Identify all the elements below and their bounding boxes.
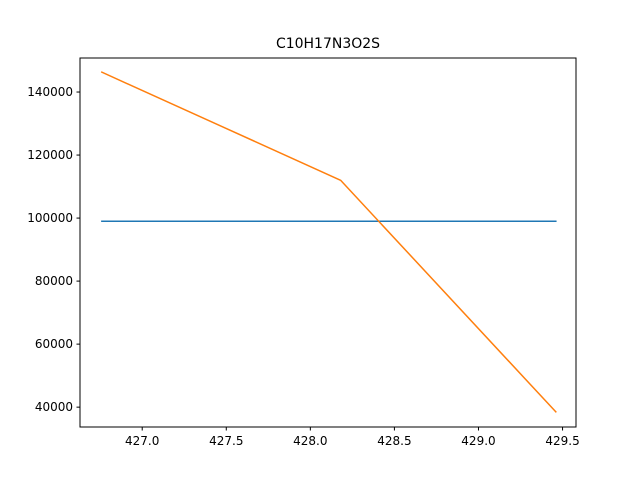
x-tick-label: 428.0 <box>293 434 327 448</box>
x-tick-label: 429.5 <box>545 434 579 448</box>
x-tick-label: 428.5 <box>377 434 411 448</box>
plot-area-frame <box>79 57 577 428</box>
y-tick-label: 40000 <box>35 400 73 414</box>
y-tick-label: 60000 <box>35 337 73 351</box>
chart-title: C10H17N3O2S <box>276 36 380 52</box>
x-axis-ticks: 427.0 427.5 428.0 428.5 429.0 429.5 <box>125 427 580 448</box>
x-tick-label: 429.0 <box>461 434 495 448</box>
y-tick-label: 120000 <box>27 148 73 162</box>
x-tick-label: 427.5 <box>209 434 243 448</box>
series-line-2 <box>100 71 557 413</box>
series-lines <box>100 71 557 413</box>
x-tick-label: 427.0 <box>125 434 159 448</box>
y-tick-label: 80000 <box>35 274 73 288</box>
y-tick-label: 100000 <box>27 211 73 225</box>
y-axis-ticks: 40000 60000 80000 100000 120000 140000 <box>27 85 80 414</box>
y-tick-label: 140000 <box>27 85 73 99</box>
